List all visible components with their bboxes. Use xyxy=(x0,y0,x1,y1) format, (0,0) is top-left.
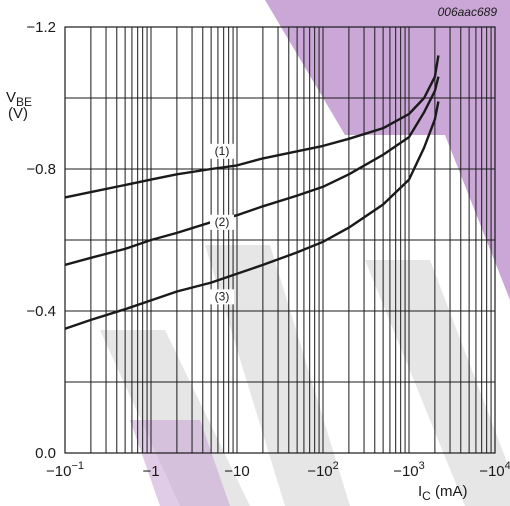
series-label-2: (2) xyxy=(215,215,230,229)
x-axis-label-sub: C xyxy=(422,489,431,503)
x-tick-label: −10 xyxy=(224,463,249,480)
y-tick-label: −0.4 xyxy=(26,303,56,320)
y-tick-label: 0.0 xyxy=(35,445,56,462)
series-line-2 xyxy=(64,76,440,267)
y-axis-label: VBE xyxy=(6,89,32,109)
x-tick-label: −102 xyxy=(307,460,339,480)
series-label-bg-1 xyxy=(210,143,234,159)
tick-labels: 0.0 −0.4 −0.8 −1.2 −10−1 −1 −10 −102 −103 −104 xyxy=(26,19,510,480)
series-label-1: (1) xyxy=(215,144,230,158)
x-axis-label-main: I xyxy=(418,483,422,500)
y-tick-label: −0.8 xyxy=(26,161,56,178)
x-axis-label-unit: (mA) xyxy=(431,483,468,500)
watermark-purple-shape xyxy=(130,420,230,506)
watermark xyxy=(100,0,510,506)
x-tick-label: −103 xyxy=(393,460,425,480)
series-line-3 xyxy=(64,101,440,330)
y-axis-unit: (V) xyxy=(8,105,28,122)
watermark-purple-shape xyxy=(265,0,510,300)
grid xyxy=(64,26,496,454)
watermark-grey-shape xyxy=(205,245,350,506)
y-tick-label: −1.2 xyxy=(26,19,56,36)
y-axis-label-main: V xyxy=(6,89,16,106)
x-tick-label: −1 xyxy=(142,463,159,480)
x-axis-label: IC (mA) xyxy=(418,483,468,503)
series-label-bg-2 xyxy=(210,214,234,230)
series-label-3: (3) xyxy=(215,289,230,303)
y-axis-label-sub: BE xyxy=(16,95,32,109)
series-layer: (1) (2) (3) xyxy=(64,55,440,330)
plot-frame xyxy=(64,26,496,454)
series-label-bg-3 xyxy=(210,289,234,305)
watermark-grey-shape xyxy=(365,260,510,506)
x-tick-label: −104 xyxy=(479,460,510,480)
figure-code: 006aac689 xyxy=(438,5,498,19)
x-tick-label: −10−1 xyxy=(46,460,84,480)
series-line-1 xyxy=(64,55,440,199)
